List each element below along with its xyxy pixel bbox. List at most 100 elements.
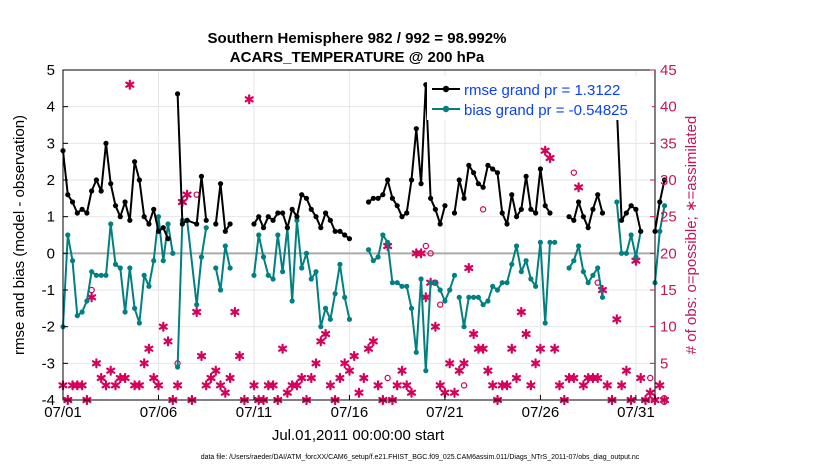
obs-assimilated-marker [593,372,603,384]
y-tick-label-right: 40 [660,99,677,116]
rmse-point [227,221,233,227]
obs-assimilated-marker [206,372,216,384]
obs-assimilated-marker [531,358,541,369]
rmse-line [176,93,208,225]
bias-point [542,320,548,326]
y-tick-label-right: 45 [660,62,677,79]
obs-star-stroke [402,382,412,389]
bias-point [270,276,276,282]
rmse-point [618,217,625,223]
bias-point [112,261,119,267]
rmse-point [89,188,95,194]
obs-star-stroke [335,374,345,382]
obs-assimilated-marker [373,380,383,391]
y-tick-label-left: 0 [47,245,55,262]
y-tick-label-right: 5 [660,355,668,372]
rmse-point [437,221,443,227]
obs-assimilated-marker [511,372,522,384]
rmse-point [404,210,410,216]
rmse-point [375,195,381,201]
y-tick-label-right: 25 [660,209,677,226]
rmse-point [380,192,386,198]
obs-assimilated-marker [392,380,402,391]
obs-star-stroke [531,360,541,367]
obs-assimilated-marker [268,380,278,391]
obs-star-stroke [249,382,259,389]
obs-assimilated-marker [540,145,550,156]
rmse-point [509,192,515,198]
rmse-point [466,162,472,168]
bias-point [437,287,443,293]
y-tick-label-left: 3 [47,135,55,152]
obs-assimilated-marker [469,328,479,340]
obs-star-stroke [550,345,560,352]
obs-assimilated-marker [636,372,646,384]
bias-point [74,313,80,319]
bias-point [198,254,205,260]
rmse-point [461,195,467,201]
bias-point [289,298,295,304]
obs-assimilated-marker [526,380,536,391]
obs-star-stroke [636,374,646,382]
obs-star-stroke [173,382,183,389]
rmse-point [346,236,353,242]
obs-star-stroke [449,389,460,396]
obs-possible-marker [647,374,654,382]
obs-assimilated-marker [230,306,240,318]
bias-point [475,294,481,300]
obs-star-stroke [578,382,588,389]
bias-point [576,243,582,249]
bias-point [504,280,510,286]
obs-assimilated-marker [368,336,378,347]
bias-point [332,291,338,297]
bias-point [408,305,415,311]
obs-star-stroke [192,308,202,316]
obs-assimilated-marker [211,365,221,376]
obs-assimilated-marker [406,387,417,398]
bias-point [127,265,133,271]
bias-point [523,258,529,264]
rmse-point [494,170,501,176]
rmse-point [294,214,300,220]
bias-point [528,276,534,282]
rmse-point [599,210,606,216]
obs-assimilated-marker [363,343,374,354]
bias-point [308,276,314,282]
obs-assimilated-marker [459,358,469,369]
x-tick-label: 07/21 [426,404,464,421]
rmse-point [136,177,142,183]
y-axis-right-label: # of obs: o=possible; ∗=assimilated [683,116,700,355]
obs-star-stroke [655,382,665,389]
obs-star-stroke [244,96,254,103]
obs-assimilated-marker [449,387,460,398]
obs-star-stroke [621,367,631,374]
rmse-point [65,192,71,198]
rmse-point [428,195,434,201]
y-tick-label-left: 4 [47,99,55,116]
bias-point [485,298,491,304]
bias-point [399,283,405,289]
plot-area-bg [63,70,655,400]
obs-possible-marker [570,169,578,176]
obs-star-stroke [96,374,106,382]
rmse-point [451,210,458,216]
rmse-point [370,195,376,201]
y-tick-label-right: 35 [660,135,677,152]
bias-point [318,324,324,330]
obs-assimilated-marker [617,380,627,391]
obs-star-stroke [220,389,230,396]
rmse-point [313,214,319,220]
rmse-point [160,225,166,231]
bias-point [342,294,348,300]
bias-point [571,258,577,264]
rmse-point [74,210,80,216]
rmse-point [122,199,128,205]
bias-point [265,272,271,278]
rmse-point [623,210,629,216]
bias-point [146,283,152,289]
obs-assimilated-marker [282,387,292,398]
obs-star-stroke [101,382,111,389]
rmse-point [523,173,529,179]
obs-assimilated-marker [91,358,101,369]
rmse-point [542,203,548,209]
